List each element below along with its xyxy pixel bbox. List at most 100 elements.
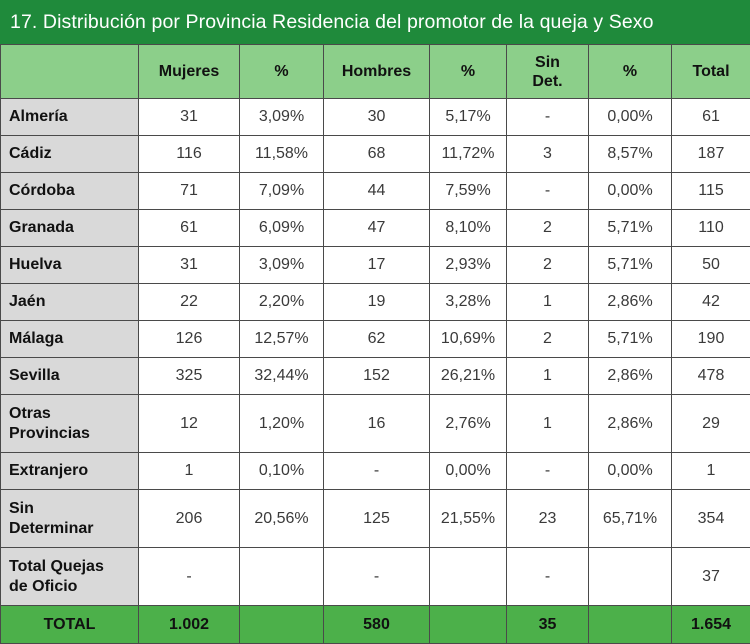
col-header-pct-sin-det: % — [589, 45, 672, 99]
total-hombres: 580 — [324, 606, 430, 644]
total-pct-mujeres — [240, 606, 324, 644]
cell-mujeres: 71 — [139, 173, 240, 210]
cell-pct-hombres: 11,72% — [430, 136, 507, 173]
cell-pct-mujeres: 32,44% — [240, 358, 324, 395]
cell-pct-hombres: 2,76% — [430, 395, 507, 453]
cell-total: 42 — [672, 284, 750, 321]
row-label-line: Málaga — [9, 330, 63, 347]
cell-hombres: 30 — [324, 99, 430, 136]
cell-mujeres: 126 — [139, 321, 240, 358]
total-sin-det: 35 — [507, 606, 589, 644]
cell-pct-mujeres: 20,56% — [240, 490, 324, 548]
cell-hombres: 47 — [324, 210, 430, 247]
cell-pct-sin-det: 2,86% — [589, 358, 672, 395]
row-label-line: Huelva — [9, 256, 61, 273]
row-label-line: Total Quejas — [9, 558, 104, 575]
cell-pct-hombres: 10,69% — [430, 321, 507, 358]
row-label-line: Extranjero — [9, 462, 88, 479]
total-row: TOTAL 1.002 580 35 1.654 — [1, 606, 750, 644]
header-corner — [1, 45, 139, 99]
cell-pct-mujeres: 1,20% — [240, 395, 324, 453]
cell-sin-det: 3 — [507, 136, 589, 173]
cell-mujeres: 1 — [139, 453, 240, 490]
row-label: Almería — [1, 99, 139, 136]
total-row-label: TOTAL — [1, 606, 139, 644]
row-label-line: Jaén — [9, 293, 45, 310]
cell-pct-hombres: 5,17% — [430, 99, 507, 136]
cell-pct-sin-det: 0,00% — [589, 453, 672, 490]
cell-pct-mujeres — [240, 548, 324, 606]
cell-total: 115 — [672, 173, 750, 210]
cell-sin-det: 1 — [507, 358, 589, 395]
cell-sin-det: 23 — [507, 490, 589, 548]
col-header-mujeres: Mujeres — [139, 45, 240, 99]
cell-pct-sin-det: 0,00% — [589, 99, 672, 136]
row-label: Jaén — [1, 284, 139, 321]
col-header-pct-mujeres: % — [240, 45, 324, 99]
row-label-line: Sevilla — [9, 367, 60, 384]
cell-pct-mujeres: 2,20% — [240, 284, 324, 321]
cell-sin-det: 1 — [507, 284, 589, 321]
total-mujeres: 1.002 — [139, 606, 240, 644]
cell-mujeres: 12 — [139, 395, 240, 453]
cell-sin-det: - — [507, 99, 589, 136]
cell-mujeres: 61 — [139, 210, 240, 247]
col-header-hombres: Hombres — [324, 45, 430, 99]
total-total: 1.654 — [672, 606, 750, 644]
cell-pct-hombres — [430, 548, 507, 606]
cell-hombres: - — [324, 548, 430, 606]
cell-mujeres: 31 — [139, 99, 240, 136]
row-label-line: Otras — [9, 405, 51, 422]
cell-pct-mujeres: 3,09% — [240, 247, 324, 284]
cell-pct-sin-det: 5,71% — [589, 321, 672, 358]
cell-pct-sin-det: 8,57% — [589, 136, 672, 173]
col-header-sin-det-line1: Sin — [535, 54, 560, 71]
cell-pct-mujeres: 11,58% — [240, 136, 324, 173]
cell-pct-mujeres: 6,09% — [240, 210, 324, 247]
cell-mujeres: 22 — [139, 284, 240, 321]
distribution-table: Mujeres % Hombres % Sin Det. % Total Alm… — [0, 44, 750, 644]
row-label-line: Córdoba — [9, 182, 75, 199]
cell-pct-mujeres: 0,10% — [240, 453, 324, 490]
row-label-line: Almería — [9, 108, 68, 125]
col-header-pct-hombres: % — [430, 45, 507, 99]
row-label: Sevilla — [1, 358, 139, 395]
cell-hombres: 17 — [324, 247, 430, 284]
cell-hombres: 16 — [324, 395, 430, 453]
col-header-total: Total — [672, 45, 750, 99]
cell-pct-sin-det: 2,86% — [589, 284, 672, 321]
row-label: Córdoba — [1, 173, 139, 210]
cell-hombres: 125 — [324, 490, 430, 548]
row-label-line: Sin — [9, 500, 34, 517]
cell-pct-hombres: 0,00% — [430, 453, 507, 490]
cell-pct-hombres: 7,59% — [430, 173, 507, 210]
cell-total: 478 — [672, 358, 750, 395]
cell-sin-det: - — [507, 548, 589, 606]
cell-sin-det: 2 — [507, 321, 589, 358]
cell-total: 110 — [672, 210, 750, 247]
row-label-line: Granada — [9, 219, 74, 236]
cell-total: 50 — [672, 247, 750, 284]
row-label: Granada — [1, 210, 139, 247]
cell-sin-det: 2 — [507, 210, 589, 247]
cell-hombres: - — [324, 453, 430, 490]
row-label: Extranjero — [1, 453, 139, 490]
cell-hombres: 62 — [324, 321, 430, 358]
cell-pct-sin-det — [589, 548, 672, 606]
cell-hombres: 152 — [324, 358, 430, 395]
cell-hombres: 44 — [324, 173, 430, 210]
cell-sin-det: 2 — [507, 247, 589, 284]
row-label: Huelva — [1, 247, 139, 284]
cell-total: 190 — [672, 321, 750, 358]
cell-total: 187 — [672, 136, 750, 173]
